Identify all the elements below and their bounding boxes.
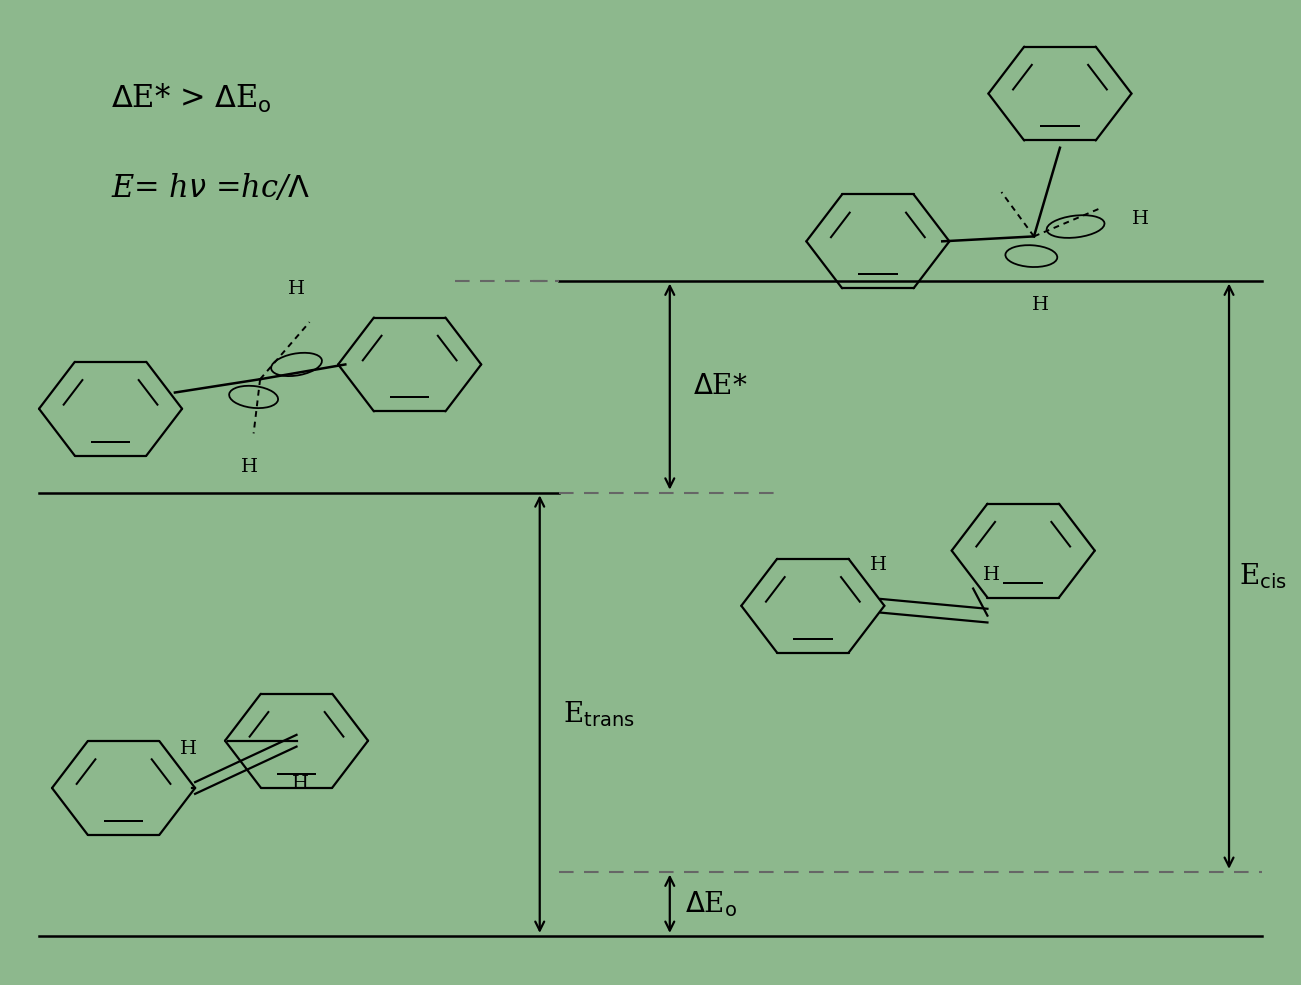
Text: $\Delta$E* > $\Delta$E$_\mathrm{o}$: $\Delta$E* > $\Delta$E$_\mathrm{o}$: [111, 83, 271, 115]
Text: H: H: [1132, 210, 1149, 228]
Text: H: H: [291, 775, 308, 793]
Text: H: H: [241, 458, 258, 476]
Text: H: H: [869, 557, 887, 574]
Text: E= h$\nu$ =hc/$\Lambda$: E= h$\nu$ =hc/$\Lambda$: [111, 173, 310, 204]
Text: E$_\mathrm{trans}$: E$_\mathrm{trans}$: [563, 699, 635, 729]
Text: H: H: [982, 566, 1000, 584]
Text: $\Delta$E*: $\Delta$E*: [693, 373, 748, 400]
Text: H: H: [288, 281, 304, 298]
Text: H: H: [1032, 296, 1049, 313]
Text: $\Delta$E$_\mathrm{o}$: $\Delta$E$_\mathrm{o}$: [686, 888, 738, 919]
Text: H: H: [180, 741, 196, 758]
Text: E$_\mathrm{cis}$: E$_\mathrm{cis}$: [1240, 561, 1287, 591]
